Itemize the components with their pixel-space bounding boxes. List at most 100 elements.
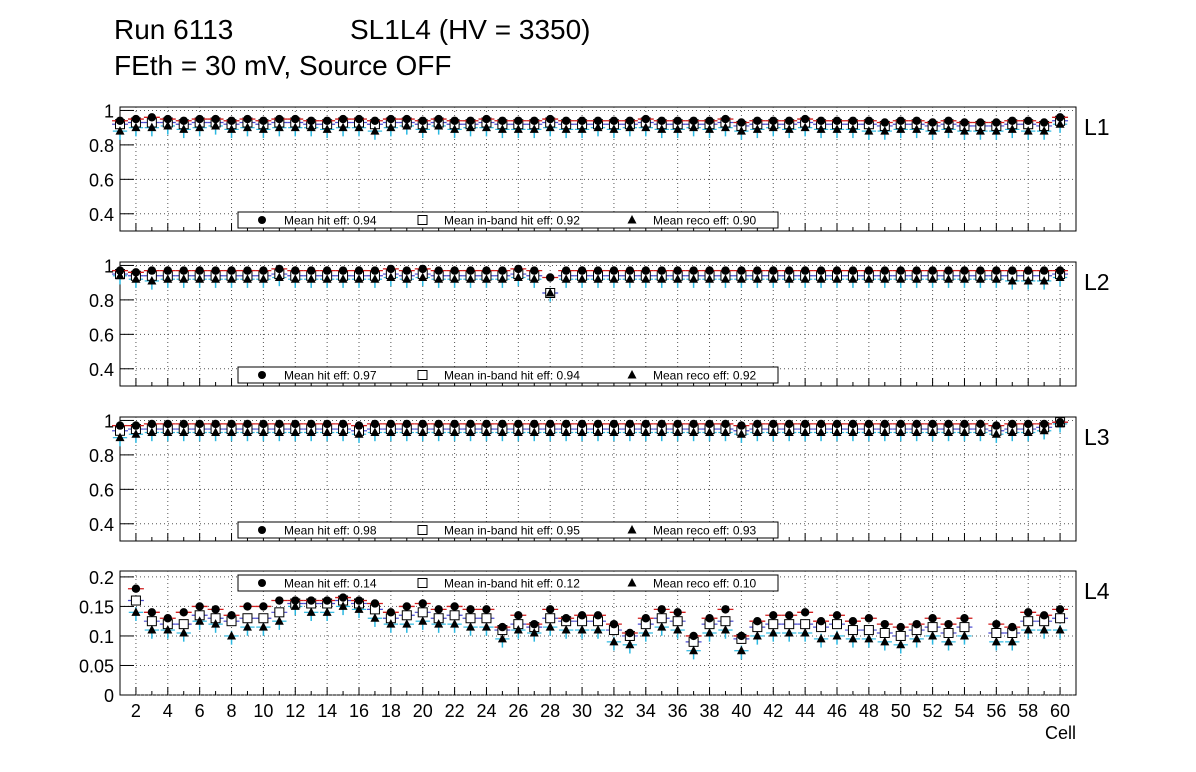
hit-marker	[912, 419, 921, 429]
reco-marker	[466, 622, 476, 631]
reco-marker	[354, 429, 364, 438]
reco-marker	[258, 124, 268, 133]
reco-marker	[1007, 427, 1017, 436]
hit-marker	[354, 421, 364, 430]
hit-marker	[800, 419, 810, 429]
reco-marker	[1039, 625, 1049, 634]
reco-marker	[720, 427, 730, 436]
reco-marker	[115, 432, 125, 442]
hit-marker	[386, 608, 396, 617]
hit-marker	[338, 419, 348, 429]
hit-marker	[800, 608, 810, 617]
hit-marker	[243, 419, 252, 429]
reco-marker	[481, 427, 491, 436]
reco-marker	[306, 122, 316, 132]
hit-marker	[243, 114, 252, 124]
reco-marker	[418, 427, 428, 436]
reco-marker	[864, 427, 874, 436]
reco-marker	[609, 124, 619, 133]
legend-reco-marker	[627, 578, 637, 587]
layer-label-l4: L4	[1084, 578, 1110, 604]
reco-marker	[545, 427, 555, 436]
reco-marker	[752, 630, 762, 640]
layer-label-l2: L2	[1084, 269, 1110, 295]
hit-marker	[944, 619, 953, 629]
x-tick-label: 18	[381, 701, 401, 721]
hit-marker	[243, 266, 252, 275]
reco-marker	[959, 274, 969, 283]
reco-marker	[529, 124, 539, 133]
hit-marker	[275, 419, 284, 429]
hit-marker	[354, 266, 364, 275]
x-tick-label: 28	[540, 701, 560, 721]
inband-marker	[545, 613, 556, 624]
hit-marker	[673, 266, 682, 275]
reco-marker	[529, 427, 539, 436]
panel-l2: 0.4 0.6 0.8 1 L2 Mean hit eff: 0.97 Mean in-ba…	[89, 256, 1110, 387]
inband-marker	[130, 595, 141, 606]
reco-marker	[848, 124, 858, 133]
reco-marker	[768, 274, 778, 283]
hit-marker	[896, 419, 905, 429]
hit-marker	[434, 266, 443, 275]
legend-reco-label: Mean reco eff: 0.93	[653, 524, 757, 538]
inband-marker	[146, 616, 157, 627]
hit-marker	[896, 266, 905, 275]
hit-marker	[848, 419, 858, 429]
x-tick-label: 40	[731, 701, 751, 721]
hit-marker	[785, 266, 794, 275]
reco-marker	[816, 427, 826, 436]
hit-marker	[800, 114, 810, 124]
x-tick-label: 58	[1018, 701, 1038, 721]
reco-marker	[211, 274, 221, 283]
reco-marker	[179, 124, 189, 133]
inband-marker	[481, 613, 492, 624]
reco-marker	[705, 427, 715, 436]
hit-marker	[785, 611, 794, 620]
hit-marker	[753, 266, 762, 275]
reco-marker	[545, 288, 555, 297]
hit-marker	[1008, 622, 1017, 632]
hit-marker	[1023, 266, 1033, 275]
hit-marker	[864, 614, 874, 623]
hit-marker	[769, 266, 778, 275]
hit-marker	[753, 116, 762, 125]
hit-marker	[976, 419, 985, 429]
reco-marker	[959, 126, 969, 135]
hit-marker	[131, 114, 141, 124]
reco-marker	[1055, 272, 1065, 281]
reco-marker	[1007, 124, 1017, 133]
hit-marker	[928, 419, 937, 429]
hit-marker	[530, 619, 539, 629]
hit-marker	[307, 266, 316, 275]
inband-marker	[417, 607, 428, 618]
hit-marker	[338, 266, 348, 275]
reco-marker	[242, 622, 252, 631]
y-tick-label: 0.8	[89, 291, 114, 311]
reco-marker	[306, 607, 316, 616]
hit-marker	[466, 266, 475, 275]
hit-marker	[816, 419, 826, 429]
reco-marker	[322, 124, 332, 133]
reco-marker	[928, 274, 938, 283]
reco-marker	[354, 604, 364, 613]
hit-marker	[163, 266, 172, 275]
reco-marker	[561, 274, 571, 283]
reco-marker	[290, 427, 300, 436]
reco-marker	[242, 122, 252, 132]
reco-marker	[991, 636, 1001, 646]
reco-marker	[386, 427, 396, 436]
inband-marker	[784, 619, 795, 630]
x-tick-label: 54	[954, 701, 974, 721]
hit-marker	[705, 266, 714, 275]
y-tick-label: 0.6	[89, 325, 114, 345]
reco-marker	[529, 274, 539, 283]
hit-marker	[418, 264, 427, 274]
reco-marker	[864, 126, 874, 135]
hit-marker	[195, 419, 204, 429]
hit-marker	[322, 419, 332, 429]
hit-marker	[992, 266, 1001, 275]
hit-marker	[785, 419, 794, 429]
reco-marker	[163, 625, 173, 634]
hit-marker	[625, 266, 635, 275]
